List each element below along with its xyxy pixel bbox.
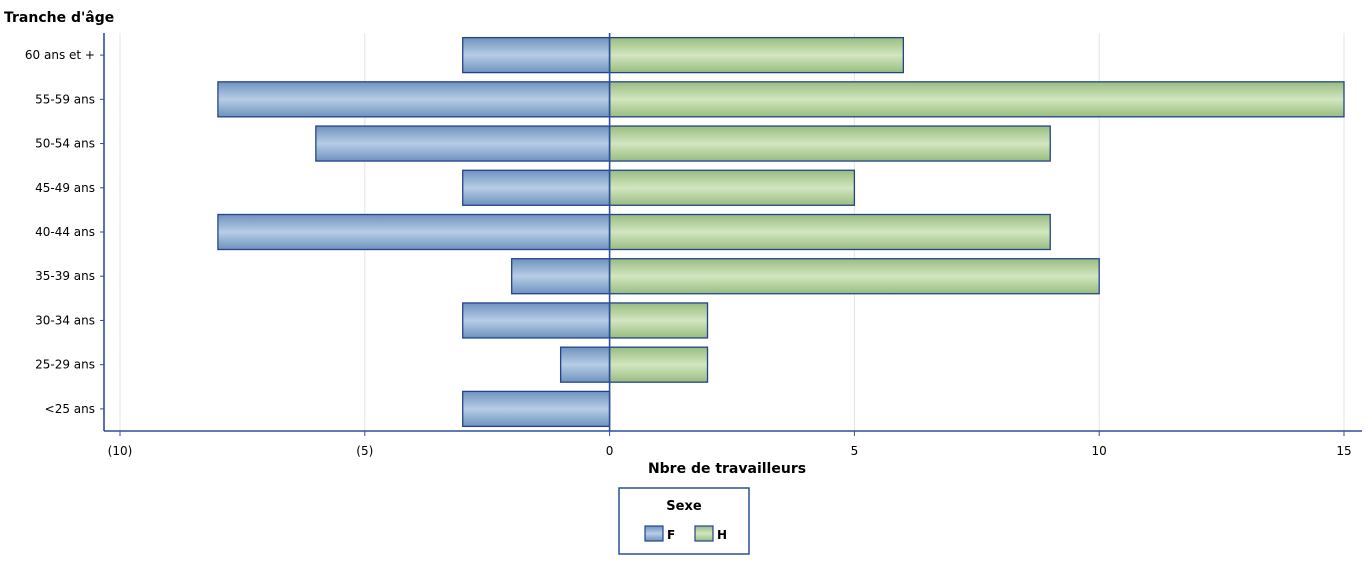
bar-h bbox=[608, 213, 1051, 251]
x-tick-label: (10) bbox=[108, 444, 133, 458]
bar-h bbox=[608, 169, 856, 206]
x-tick-label: 10 bbox=[1092, 444, 1107, 458]
legend-label-h: H bbox=[717, 528, 727, 542]
bar-h bbox=[608, 346, 709, 383]
y-tick-label: 60 ans et + bbox=[25, 48, 95, 62]
y-tick-label: <25 ans bbox=[45, 402, 95, 416]
bar-f bbox=[559, 346, 611, 383]
legend-swatch-f bbox=[644, 525, 664, 542]
bar-f bbox=[462, 169, 611, 206]
axes: 60 ans et + 55-59 ans 50-54 ans 45-49 ans 40… bbox=[25, 33, 1362, 458]
x-tick-label: 5 bbox=[851, 444, 859, 458]
bar-h bbox=[608, 81, 1345, 118]
y-tick-label: 35-39 ans bbox=[35, 269, 95, 283]
bar-f bbox=[315, 125, 611, 162]
y-tick-label: 50-54 ans bbox=[35, 137, 95, 151]
x-tick-label: 0 bbox=[606, 444, 614, 458]
bar-h bbox=[608, 302, 709, 339]
bar-f bbox=[462, 302, 611, 339]
bar-f bbox=[462, 36, 611, 74]
bars bbox=[217, 36, 1345, 428]
y-axis-title: Tranche d'âge bbox=[4, 10, 114, 26]
y-tick-label: 25-29 ans bbox=[35, 358, 95, 372]
bar-h bbox=[608, 258, 1100, 295]
y-tick-label: 30-34 ans bbox=[35, 313, 95, 327]
y-tick-label: 55-59 ans bbox=[35, 92, 95, 106]
x-tick-label: (5) bbox=[356, 444, 373, 458]
bar-f bbox=[217, 213, 611, 251]
legend-swatch-h bbox=[694, 525, 714, 542]
bar-h bbox=[608, 125, 1051, 162]
bar-f bbox=[217, 81, 611, 118]
x-tick-label: 15 bbox=[1336, 444, 1351, 458]
bar-f bbox=[511, 258, 611, 295]
bar-f bbox=[462, 390, 611, 428]
y-tick-label: 45-49 ans bbox=[35, 181, 95, 195]
y-tick-label: 40-44 ans bbox=[35, 225, 95, 239]
legend-title: Sexe bbox=[666, 499, 702, 514]
x-axis-title: Nbre de travailleurs bbox=[648, 461, 806, 477]
legend-label-f: F bbox=[667, 528, 675, 542]
legend: Sexe F H bbox=[618, 487, 750, 555]
legend-frame bbox=[618, 487, 750, 555]
bar-h bbox=[608, 36, 905, 74]
